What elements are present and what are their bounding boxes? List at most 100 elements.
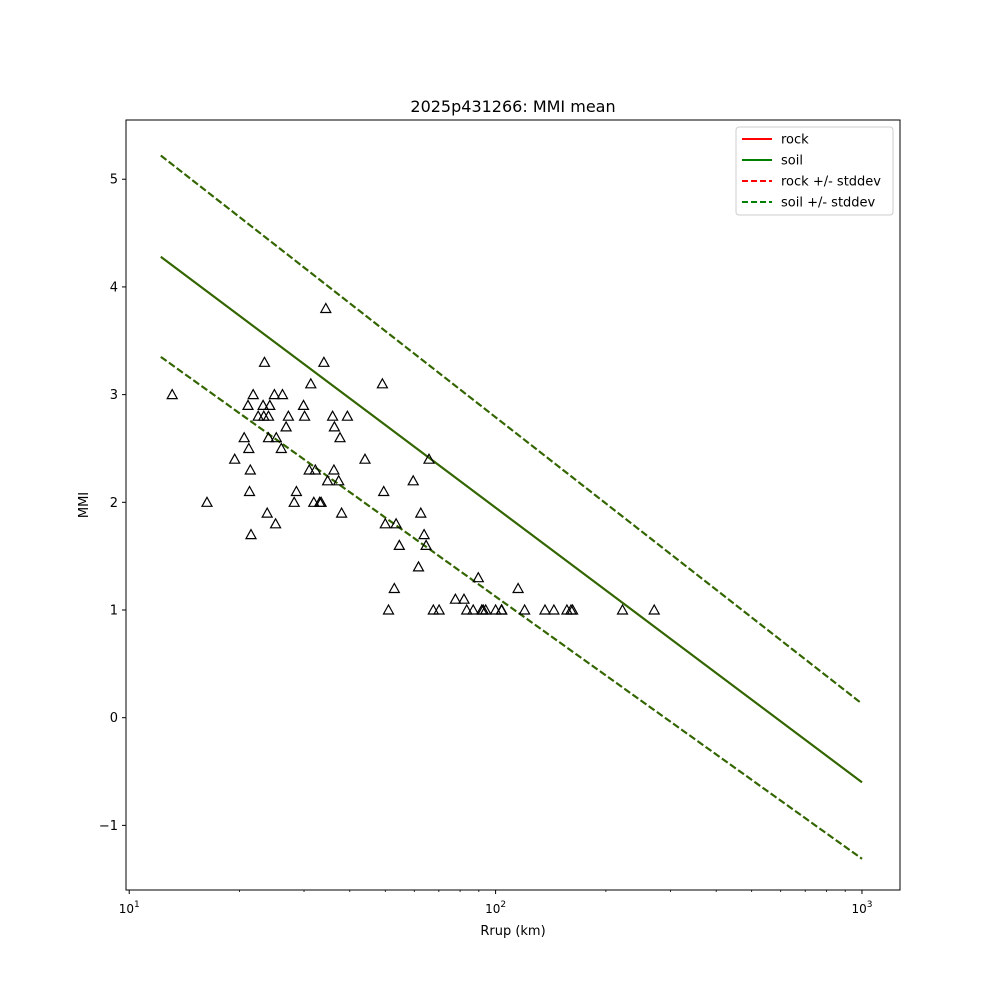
soil-stddev-lower-line (160, 356, 863, 860)
observation-point (467, 603, 480, 615)
y-tick-label: 0 (110, 711, 118, 726)
observation-point (414, 506, 427, 518)
observation-point (244, 528, 258, 540)
x-axis: 101 102 103 (119, 890, 872, 916)
soil-stddev-upper-line (160, 154, 863, 705)
observation-point (282, 409, 295, 421)
observation-point (288, 496, 301, 507)
observation-point (358, 452, 372, 464)
observation-point (341, 409, 354, 421)
observation-point (244, 463, 257, 475)
observation-point (303, 463, 316, 475)
observation-point (433, 603, 446, 615)
observation-point (319, 302, 332, 314)
observation-point (449, 592, 462, 604)
plot-lines (160, 154, 863, 860)
observation-point (241, 399, 255, 410)
observation-point (307, 496, 320, 507)
observation-point (280, 420, 293, 432)
observation-point (512, 582, 525, 594)
observation-point (263, 399, 276, 410)
observation-point (269, 517, 282, 529)
y-tick-label: 4 (110, 280, 118, 295)
observation-point (376, 377, 389, 389)
observation-point (648, 603, 661, 615)
observation-point (317, 356, 330, 367)
observation-point (420, 539, 433, 551)
observation-point (407, 474, 420, 486)
observation-point (290, 485, 303, 497)
y-tick-label: 2 (110, 496, 118, 511)
observation-point (495, 603, 508, 615)
observation-points (166, 302, 661, 615)
observation-point (332, 474, 345, 486)
y-tick-label: 5 (110, 173, 118, 188)
observation-point (166, 388, 179, 400)
observation-point (412, 560, 425, 572)
observation-point (538, 603, 552, 615)
observation-point (479, 603, 492, 615)
observation-point (257, 399, 270, 410)
observation-point (335, 506, 348, 518)
legend: rock soil rock +/- stddev soil +/- stddev (735, 126, 894, 216)
plot-frame (125, 119, 901, 891)
x-tick-label: 101 (119, 900, 140, 916)
chart-title: 2025p431266: MMI mean (410, 97, 615, 116)
observation-point (566, 603, 579, 615)
y-axis-label: MMI (77, 492, 92, 518)
observation-point (247, 388, 260, 400)
observation-point (388, 582, 401, 594)
observation-point (377, 485, 390, 497)
observation-point (460, 603, 473, 615)
observation-point (418, 528, 431, 540)
y-axis: −1 0 1 2 3 4 5 (99, 173, 126, 834)
observation-point (200, 496, 214, 507)
observation-point (321, 474, 334, 486)
soil-mean-line (160, 255, 863, 784)
observation-point (276, 388, 289, 400)
observation-point (258, 356, 271, 367)
x-tick-label: 103 (851, 900, 872, 916)
observation-point (261, 506, 274, 518)
observation-point (315, 496, 328, 507)
y-tick-label: −1 (99, 819, 118, 834)
observation-point (547, 603, 560, 615)
observation-point (262, 431, 275, 443)
observation-point (242, 442, 255, 454)
legend-box (735, 126, 894, 216)
observation-point (262, 409, 275, 421)
observation-point (422, 452, 436, 464)
observation-point (472, 571, 485, 583)
observation-point (489, 603, 502, 615)
observation-point (327, 463, 340, 475)
y-tick-label: 1 (110, 604, 118, 619)
observation-point (270, 431, 283, 443)
legend-label-rock: rock (781, 133, 809, 148)
observation-point (275, 442, 288, 454)
observation-point (616, 603, 629, 615)
x-axis-label: Rrup (km) (480, 924, 545, 939)
observation-point (457, 592, 471, 604)
observation-point (390, 517, 403, 529)
observation-point (427, 603, 440, 615)
legend-label-soil: soil (781, 154, 803, 169)
legend-label-rock-stddev: rock +/- stddev (781, 175, 881, 190)
observation-point (328, 420, 341, 432)
observation-point (309, 463, 322, 475)
observation-point (326, 409, 339, 421)
legend-label-soil-stddev: soil +/- stddev (781, 196, 876, 211)
observation-point (238, 431, 251, 443)
observation-point (333, 431, 347, 443)
observation-point (298, 409, 311, 421)
observation-point (382, 603, 395, 615)
observation-point (304, 377, 317, 389)
observation-point (297, 399, 310, 410)
observation-point (243, 485, 256, 497)
observation-point (379, 517, 392, 529)
x-tick-label: 102 (485, 900, 506, 916)
observation-point (228, 452, 241, 464)
observation-point (268, 388, 281, 400)
y-tick-label: 3 (110, 388, 118, 403)
